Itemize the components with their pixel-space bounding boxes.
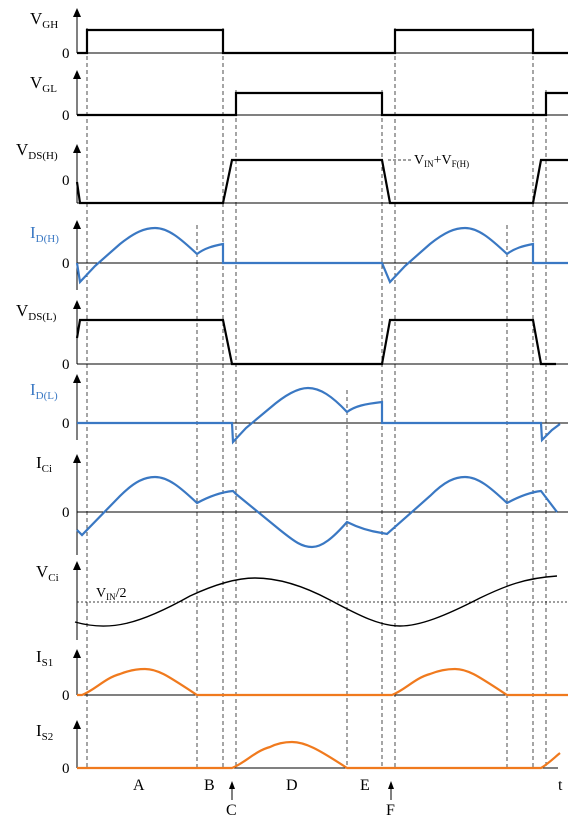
signal-label: VDS(H): [16, 140, 58, 162]
zero-label: 0: [62, 416, 70, 432]
vin-plus-vf-annotation: VIN+VF(H): [414, 153, 469, 169]
signal-label: ICi: [36, 453, 52, 475]
trace-ici: ICi 0: [36, 453, 568, 555]
is1-waveform: [77, 667, 568, 697]
phase-labels: A B D E t C F: [133, 777, 563, 817]
phase-label-d: D: [286, 777, 298, 794]
signal-label: VCi: [36, 562, 59, 584]
arrowhead: [73, 649, 81, 658]
vci-waveform: [74, 575, 558, 627]
phase-label-a: A: [133, 777, 145, 794]
signal-label: IS2: [36, 721, 53, 743]
vin-half-annotation: VIN/2: [96, 586, 127, 602]
trace-vci: VCi VIN/2: [36, 561, 568, 640]
trace-idh: ID(H) 0: [30, 220, 568, 290]
ici-waveform: [76, 475, 558, 549]
phase-f-arrowhead: [388, 781, 394, 789]
signal-label: ID(H): [30, 223, 59, 245]
phase-c-arrowhead: [229, 781, 235, 789]
zero-label: 0: [62, 256, 70, 272]
arrowhead: [73, 300, 81, 309]
zero-label: 0: [62, 505, 70, 521]
signal-label: IS1: [36, 647, 53, 669]
arrowhead: [73, 720, 81, 729]
phase-label-e: E: [360, 777, 370, 794]
trace-is1: IS1 0: [36, 647, 568, 704]
arrowhead: [73, 70, 81, 79]
phase-label-c: C: [226, 802, 237, 817]
trace-vgh: VGH 0: [30, 8, 568, 62]
trace-vdsl: VDS(L) 0: [16, 300, 568, 373]
trace-is2: IS2 0: [36, 720, 561, 777]
zero-label: 0: [62, 46, 70, 62]
vgl-waveform: [77, 91, 568, 117]
vdsh-waveform: [75, 158, 568, 205]
arrowhead: [73, 144, 81, 153]
zero-label: 0: [62, 173, 70, 189]
phase-label-t: t: [558, 777, 563, 794]
arrowhead: [73, 220, 81, 229]
vdsl-waveform: [75, 318, 556, 366]
vgh-waveform: [77, 28, 568, 55]
idl-waveform: [77, 386, 561, 445]
zero-label: 0: [62, 761, 70, 777]
zero-label: 0: [62, 688, 70, 704]
trace-idl: ID(L) 0: [30, 374, 568, 445]
signal-label: VGH: [30, 9, 58, 31]
signal-label: VGL: [30, 73, 57, 95]
phase-label-f: F: [386, 802, 395, 817]
signal-label: ID(L): [30, 380, 58, 402]
arrowhead: [73, 374, 81, 383]
trace-vgl: VGL 0: [30, 70, 568, 124]
idh-waveform: [75, 226, 568, 285]
zero-label: 0: [62, 357, 70, 373]
zero-label: 0: [62, 108, 70, 124]
trace-vdsh: VDS(H) 0 VIN+VF(H): [16, 140, 568, 205]
phase-label-b: B: [204, 777, 215, 794]
is2-waveform: [77, 740, 561, 770]
arrowhead: [73, 8, 81, 17]
phase-marker-lines: [86, 28, 547, 768]
arrowhead: [73, 454, 81, 463]
arrowhead: [73, 561, 81, 570]
signal-label: VDS(L): [16, 301, 57, 323]
